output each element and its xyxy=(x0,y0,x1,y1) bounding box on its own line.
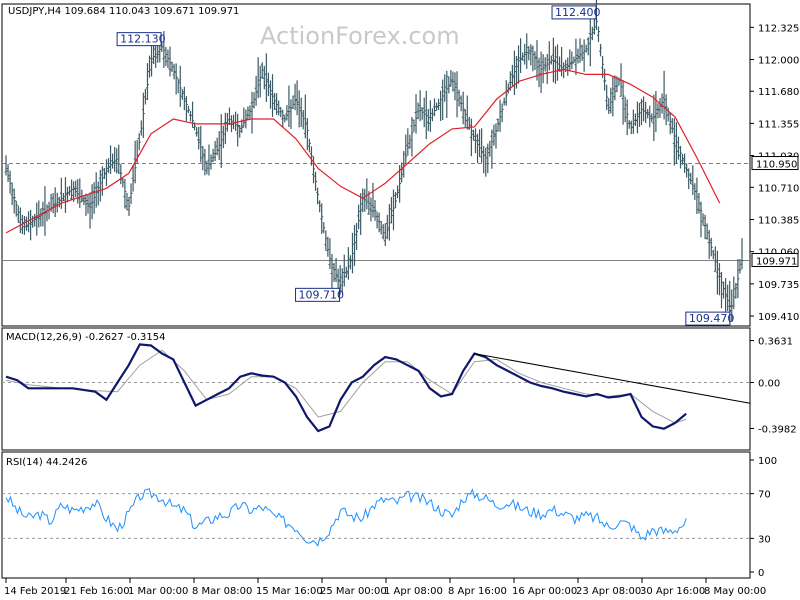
x-tick-label: 8 Apr 16:00 xyxy=(448,586,507,597)
x-tick-label: 30 Apr 16:00 xyxy=(640,586,705,597)
price-annotation-label: 109.710 xyxy=(299,288,345,301)
x-tick-label: 8 Mar 08:00 xyxy=(192,586,252,597)
rsi-y-tick-label: 30 xyxy=(758,534,771,545)
x-tick-label: 16 Apr 00:00 xyxy=(512,586,577,597)
price-hline-tag xyxy=(751,252,799,267)
price-annotation-box xyxy=(295,287,341,302)
macd-y-tick-label: 0.00 xyxy=(758,378,780,389)
x-tick-label: 8 May 00:00 xyxy=(704,586,766,597)
x-tick-label: 1 Mar 00:00 xyxy=(128,586,188,597)
watermark: ActionForex.com xyxy=(260,22,460,50)
price-annotation-label: 112.130 xyxy=(120,33,166,46)
price-y-tick-label: 112.325 xyxy=(758,23,799,34)
x-tick-label: 15 Mar 16:00 xyxy=(256,586,323,597)
x-tick-label: 23 Apr 08:00 xyxy=(576,586,641,597)
macd-y-tick-label: -0.3982 xyxy=(758,424,797,435)
price-annotation-box xyxy=(116,32,162,47)
price-panel xyxy=(1,3,751,327)
price-annotation-leader xyxy=(339,286,341,289)
price-annotation-label: 112.400 xyxy=(555,6,601,19)
rsi-panel xyxy=(1,451,751,579)
x-tick-label: 21 Feb 16:00 xyxy=(64,586,130,597)
rsi-y-tick-label: 70 xyxy=(758,490,771,501)
macd-info: MACD(12,26,9) -0.2627 -0.3154 xyxy=(6,332,166,343)
price-y-tick-label: 111.680 xyxy=(758,87,799,98)
moving-average-line xyxy=(5,68,721,234)
rsi-y-tick-label: 0 xyxy=(758,568,764,579)
price-annotation-box xyxy=(685,311,731,326)
price-annotation-box xyxy=(551,5,597,20)
price-y-tick-label: 111.355 xyxy=(758,119,799,130)
price-y-tick-label: 110.385 xyxy=(758,215,799,226)
macd-trendline xyxy=(474,353,751,404)
price-annotation-leader xyxy=(729,309,732,313)
price-y-tick-label: 109.735 xyxy=(758,280,799,291)
macd-signal-line xyxy=(5,349,687,424)
price-y-tick-label: 110.710 xyxy=(758,183,799,194)
macd-y-tick-label: 0.3631 xyxy=(758,337,793,348)
price-hline-tag-label: 110.950 xyxy=(756,160,797,171)
macd-line xyxy=(5,343,687,433)
price-annotation-label: 109.470 xyxy=(689,312,735,325)
rsi-info: RSI(14) 44.2426 xyxy=(6,457,87,468)
rsi-line xyxy=(5,488,687,547)
price-y-tick-label: 109.410 xyxy=(758,312,799,323)
x-tick-label: 25 Mar 00:00 xyxy=(320,586,387,597)
rsi-y-tick-label: 100 xyxy=(758,456,777,467)
x-tick-label: 14 Feb 2019 xyxy=(4,586,66,597)
price-hline-tag xyxy=(751,156,799,171)
x-tick-label: 1 Apr 08:00 xyxy=(384,586,443,597)
macd-panel xyxy=(1,327,751,451)
price-y-tick-label: 112.000 xyxy=(758,56,799,67)
price-annotation-leader xyxy=(160,45,163,48)
price-annotation-leader xyxy=(595,18,598,21)
price-info: USDJPY,H4 109.684 110.043 109.671 109.97… xyxy=(8,6,239,17)
price-hline-tag-label: 109.971 xyxy=(756,256,797,267)
